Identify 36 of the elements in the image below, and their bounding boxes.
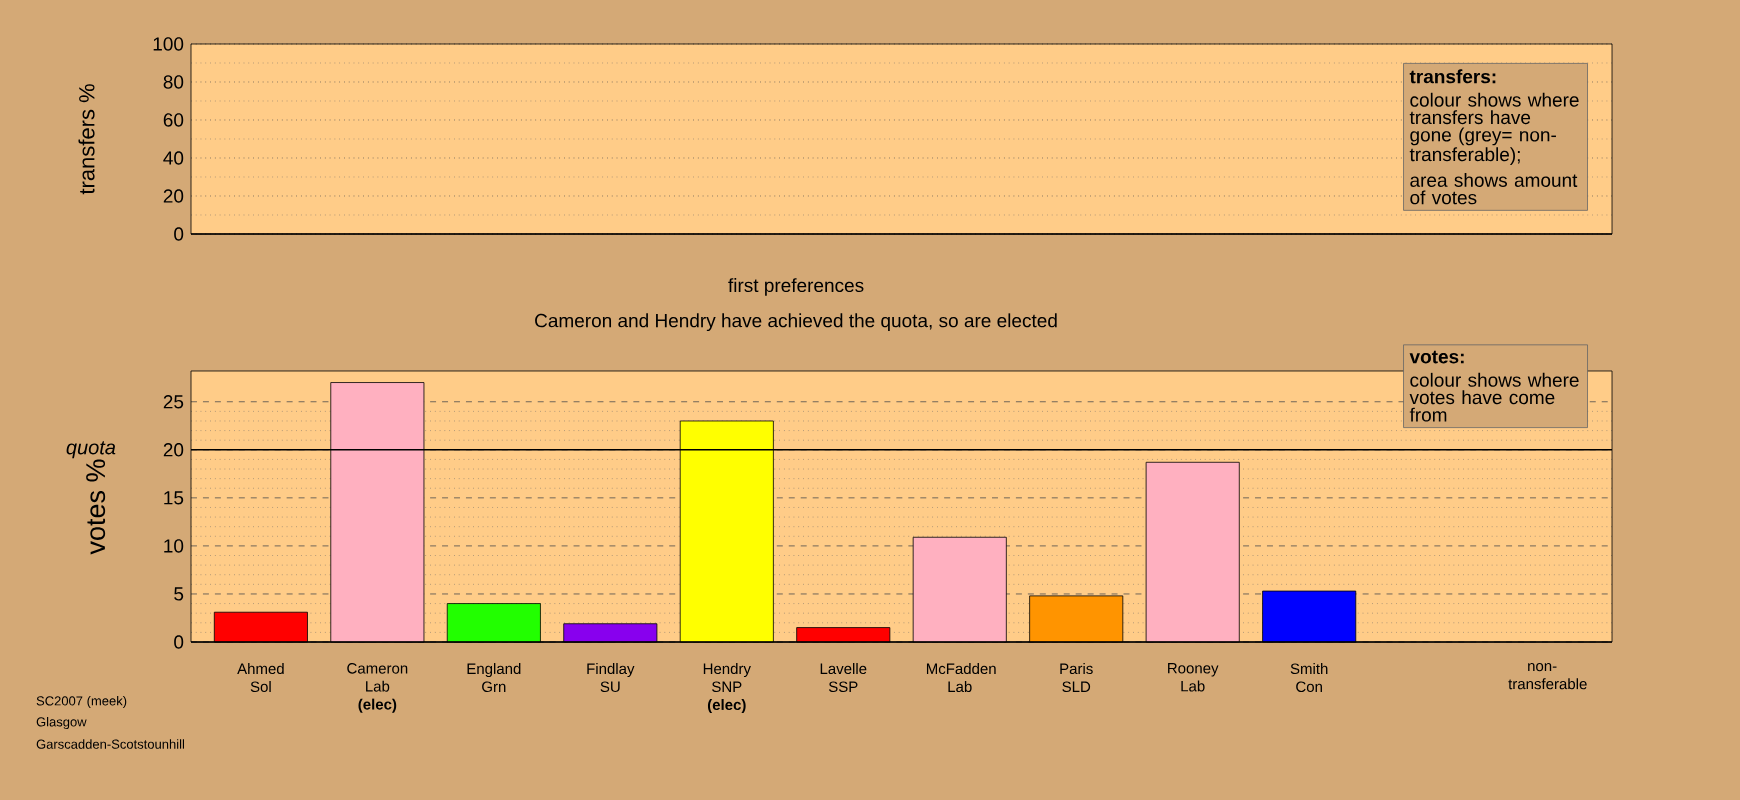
annotation: transfers: [1409, 69, 1496, 84]
x-tick-label: Rooney Lab [1168, 663, 1219, 692]
annotation: colour shows where votes have come from [1409, 372, 1579, 422]
y-tick-label: 5 [174, 587, 184, 601]
y-tick-label: 15 [164, 491, 184, 505]
x-tick-label: non-transferable [1508, 663, 1587, 690]
y-tick-label: 0 [174, 635, 184, 649]
y-tick-label: 25 [163, 395, 184, 409]
x-tick-label: England Grn [467, 663, 521, 693]
text: votes: [1409, 350, 1464, 364]
x-tick-label: Hendry SNP (elec) [703, 663, 751, 714]
ref-line-label: quota [66, 441, 116, 459]
y-axis-title: votes % [86, 459, 106, 555]
chart-title: first preferences [728, 278, 864, 296]
y-tick-label: 60 [163, 113, 184, 127]
x-tick-label: Lavelle SSP [820, 663, 867, 693]
annotation: colour shows where transfers have gone (grey= non-transferable); [1409, 92, 1579, 165]
x-tick-label: Cameron Lab (elec) [347, 663, 408, 713]
y-tick-label: 0 [174, 227, 184, 241]
x-tick-label: Ahmed Sol [237, 663, 284, 693]
y-tick-label: 100 [153, 37, 184, 51]
x-tick-label: McFadden Lab [926, 663, 996, 693]
x-tick-label: Smith Con [1290, 663, 1328, 693]
y-tick-label: 80 [163, 75, 184, 89]
x-tick-label: Findlay SU [587, 663, 635, 693]
text: SC2007 (meek) [36, 695, 127, 709]
x-tick-label: Paris SLD [1060, 663, 1093, 693]
y-axis-title: transfers % [78, 84, 95, 195]
text: Garscadden-Scotstounhill [36, 739, 185, 749]
y-tick-label: 20 [163, 189, 184, 203]
annotation: area shows amount of votes [1410, 172, 1578, 205]
y-tick-label: 40 [163, 151, 184, 165]
text: Glasgow [36, 716, 87, 730]
chart-subtitle: Cameron and Hendry have achieved the quota, so are elected [535, 313, 1057, 332]
y-tick-label: 10 [164, 539, 184, 553]
y-tick-label: 20 [163, 443, 184, 457]
